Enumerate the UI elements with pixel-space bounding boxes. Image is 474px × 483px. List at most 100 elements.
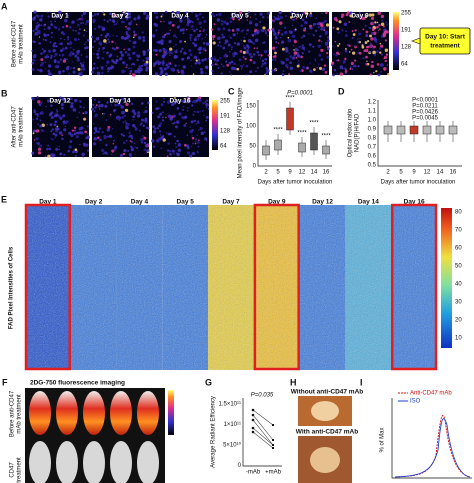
cell	[94, 115, 96, 118]
cell	[248, 11, 250, 14]
cell	[386, 64, 388, 66]
cell	[216, 59, 220, 62]
cell	[103, 136, 107, 140]
cell	[332, 45, 334, 48]
cell	[173, 152, 176, 155]
cell	[194, 142, 197, 145]
y-tick-label: 0.9	[368, 127, 377, 133]
cell	[233, 42, 237, 45]
cell	[341, 67, 344, 70]
significance: ****	[273, 128, 283, 134]
cell	[61, 106, 64, 110]
cell	[379, 51, 382, 54]
cell	[103, 19, 106, 22]
cell	[350, 61, 354, 65]
cell	[222, 65, 225, 68]
cell	[72, 66, 76, 70]
column-title: Day 1	[39, 199, 57, 206]
cell	[385, 30, 389, 34]
cell	[371, 28, 375, 31]
cell	[242, 44, 245, 47]
cell	[121, 110, 125, 115]
cell	[38, 103, 42, 107]
cell	[144, 117, 148, 121]
cell	[203, 131, 206, 134]
cell	[113, 110, 116, 113]
cell	[42, 38, 45, 41]
cell	[233, 51, 237, 55]
cell	[133, 142, 136, 145]
point	[251, 413, 255, 417]
cell	[293, 49, 295, 51]
cell	[81, 152, 85, 157]
cell	[333, 53, 336, 56]
cell	[106, 20, 109, 23]
cell	[128, 135, 131, 139]
cell	[358, 32, 362, 36]
cell	[189, 33, 193, 37]
cell	[176, 120, 180, 124]
cell	[271, 59, 274, 61]
column-title: Day 4	[131, 199, 149, 206]
cell	[105, 65, 108, 67]
cell	[326, 36, 330, 39]
cell	[323, 64, 327, 67]
cell	[352, 33, 356, 36]
y-tick-label: 0.8	[368, 136, 377, 142]
point	[251, 430, 255, 434]
cell	[121, 69, 125, 74]
cell	[84, 117, 86, 120]
cell	[168, 21, 172, 25]
cell	[111, 19, 115, 23]
colorbar-label: 70	[455, 228, 462, 234]
cell	[364, 18, 366, 20]
cell	[85, 23, 87, 25]
cell	[344, 49, 348, 53]
cell	[291, 56, 296, 60]
cell	[309, 12, 312, 15]
cell	[349, 67, 352, 70]
cell	[246, 28, 249, 32]
cell	[287, 38, 292, 43]
cell	[219, 57, 222, 60]
cell	[174, 55, 178, 59]
cell	[139, 129, 141, 132]
cell	[108, 134, 113, 138]
cell	[227, 43, 231, 47]
cell	[181, 108, 184, 111]
cell	[249, 20, 252, 23]
cell	[349, 11, 353, 15]
y-tick-label: 1.5×10¹¹	[218, 402, 241, 408]
cell	[187, 20, 190, 24]
image-title: Day 12	[50, 98, 71, 105]
cell	[87, 133, 89, 135]
cell	[274, 55, 277, 58]
cell	[41, 48, 44, 50]
cell	[376, 21, 379, 24]
cell	[274, 36, 278, 40]
cell	[47, 15, 50, 18]
cell	[84, 46, 87, 50]
cell	[31, 61, 35, 65]
mouse	[29, 391, 51, 435]
cell	[305, 16, 308, 19]
cell	[204, 137, 208, 141]
column-title: Day 9	[268, 199, 286, 206]
cell	[226, 63, 230, 67]
cell	[325, 31, 329, 34]
cell	[172, 122, 175, 125]
callout	[419, 27, 471, 55]
cell	[193, 29, 196, 33]
cell	[354, 59, 357, 62]
cell	[54, 65, 58, 69]
cell	[47, 49, 52, 53]
cell	[303, 11, 306, 14]
cell	[271, 69, 274, 72]
cell	[169, 117, 173, 121]
cell	[98, 105, 101, 108]
cell	[39, 124, 43, 128]
cell	[94, 106, 97, 109]
cell	[337, 59, 340, 62]
cell	[352, 65, 355, 68]
box	[409, 125, 419, 135]
